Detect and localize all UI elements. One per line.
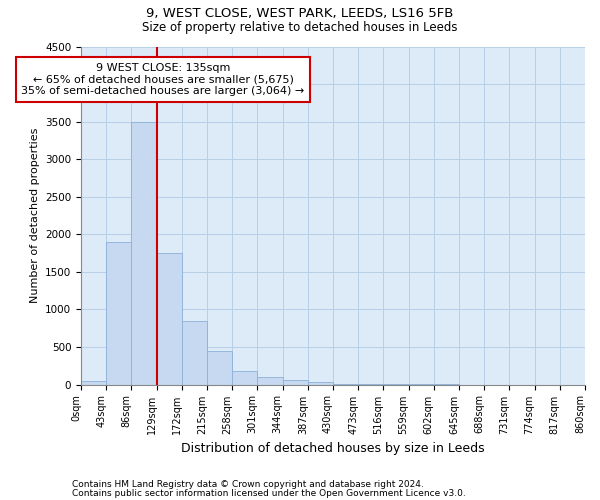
Text: Contains public sector information licensed under the Open Government Licence v3: Contains public sector information licen… — [72, 489, 466, 498]
Bar — [308, 382, 333, 384]
Bar — [232, 372, 257, 384]
Text: Size of property relative to detached houses in Leeds: Size of property relative to detached ho… — [142, 21, 458, 34]
X-axis label: Distribution of detached houses by size in Leeds: Distribution of detached houses by size … — [181, 442, 485, 455]
Bar — [257, 377, 283, 384]
Text: 9, WEST CLOSE, WEST PARK, LEEDS, LS16 5FB: 9, WEST CLOSE, WEST PARK, LEEDS, LS16 5F… — [146, 8, 454, 20]
Bar — [182, 320, 207, 384]
Bar — [131, 122, 157, 384]
Bar — [81, 381, 106, 384]
Bar — [157, 253, 182, 384]
Bar — [207, 351, 232, 384]
Text: 9 WEST CLOSE: 135sqm
← 65% of detached houses are smaller (5,675)
35% of semi-de: 9 WEST CLOSE: 135sqm ← 65% of detached h… — [22, 63, 305, 96]
Bar — [283, 380, 308, 384]
Y-axis label: Number of detached properties: Number of detached properties — [29, 128, 40, 303]
Bar — [106, 242, 131, 384]
Text: Contains HM Land Registry data © Crown copyright and database right 2024.: Contains HM Land Registry data © Crown c… — [72, 480, 424, 489]
